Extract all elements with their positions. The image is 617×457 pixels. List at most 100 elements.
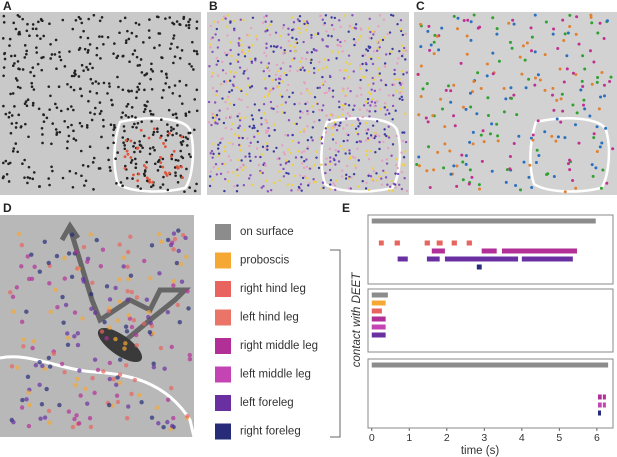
photo-dot (303, 82, 307, 85)
photo-dot (568, 13, 572, 17)
photo-dot (490, 122, 494, 126)
photo-dot (232, 171, 235, 174)
photo-dot (159, 186, 162, 189)
photo-dot (300, 151, 304, 154)
photo-dot (145, 179, 149, 183)
photo-dot (123, 129, 126, 133)
photo-dot (171, 113, 175, 117)
photo-dot (543, 130, 547, 134)
photo-dot (376, 120, 379, 123)
photo-dot (326, 126, 329, 129)
photo-dot (195, 20, 199, 23)
photo-dot (149, 112, 153, 116)
photo-dot (211, 178, 214, 181)
photo-dot (287, 160, 291, 163)
photo-dot (323, 91, 326, 95)
photo-dot (148, 180, 152, 184)
photo-dot (70, 123, 73, 127)
photo-dot (336, 44, 339, 47)
photo-dot (115, 375, 120, 380)
photo-dot (333, 121, 336, 124)
photo-dot (7, 115, 11, 119)
photo-dot (247, 77, 250, 80)
photo-dot (256, 132, 260, 135)
photo-dot (452, 83, 456, 87)
photo-dot (571, 71, 575, 75)
photo-dot (140, 71, 144, 74)
photo-dot (211, 116, 215, 119)
photo-dot (550, 134, 554, 138)
photo-dot (75, 331, 81, 336)
photo-dot (229, 62, 232, 65)
photo-dot (193, 98, 197, 101)
photo-dot (495, 27, 499, 31)
photo-dot (32, 171, 36, 174)
photo-dot (417, 113, 421, 117)
photo-dot (305, 23, 309, 27)
photo-dot (175, 132, 178, 135)
photo-dot (107, 158, 110, 162)
photo-dot (164, 138, 168, 142)
photo-dot (142, 41, 145, 44)
photo-dot (265, 42, 268, 45)
photo-dot (237, 44, 241, 47)
photo-dot (146, 310, 151, 315)
photo-dot (73, 71, 76, 75)
photo-dot (247, 177, 251, 180)
photo-dot (209, 24, 213, 28)
photo-dot (135, 35, 138, 38)
photo-dot (3, 57, 7, 61)
photo-dot (37, 20, 40, 24)
photo-dot (379, 39, 382, 42)
photo-dot (126, 29, 129, 33)
photo-dot (349, 156, 352, 159)
photo-dot (281, 80, 285, 83)
photo-dot (85, 401, 90, 406)
photo-dot (108, 85, 111, 88)
photo-dot (94, 80, 98, 83)
photo-dot (306, 124, 309, 128)
photo-dot (66, 125, 70, 129)
photo-dot (396, 22, 399, 26)
photo-dot (300, 162, 304, 165)
photo-dot (533, 13, 537, 17)
photo-dot (85, 126, 89, 129)
contact-bar (597, 402, 602, 408)
photo-dot (75, 376, 80, 382)
photo-dot (62, 255, 67, 261)
photo-dot (219, 141, 222, 145)
photo-dot (355, 140, 359, 144)
photo-dot (135, 90, 139, 94)
photo-dot (146, 100, 149, 103)
photo-dot (364, 187, 368, 190)
photo-dot (581, 54, 585, 58)
photo-dot (130, 158, 134, 162)
photo-dot (370, 57, 373, 61)
photo-dot (291, 133, 294, 137)
photo-dot (300, 57, 304, 60)
photo-dot (229, 21, 232, 24)
photo-dot (290, 189, 293, 192)
photo-dot (129, 161, 133, 164)
photo-dot (285, 159, 288, 162)
contact-bar (371, 362, 609, 368)
photo-dot (239, 18, 242, 21)
photo-dot (393, 68, 396, 72)
photo-dot (210, 123, 213, 127)
photo-dot (286, 183, 289, 186)
photo-dot (272, 181, 276, 185)
photo-dot (419, 45, 423, 49)
photo-dot (351, 14, 354, 17)
photo-dot (136, 185, 140, 188)
photo-dot (132, 173, 135, 177)
photo-dot (258, 109, 261, 112)
photo-dot (2, 175, 5, 178)
photo-dot (144, 297, 150, 302)
photo-dot (62, 276, 67, 281)
photo-dot (171, 278, 177, 284)
photo-dot (133, 150, 136, 154)
photo-dot (366, 49, 370, 52)
photo-dot (13, 62, 16, 65)
photo-dot (367, 45, 370, 48)
photo-dot (161, 425, 166, 430)
